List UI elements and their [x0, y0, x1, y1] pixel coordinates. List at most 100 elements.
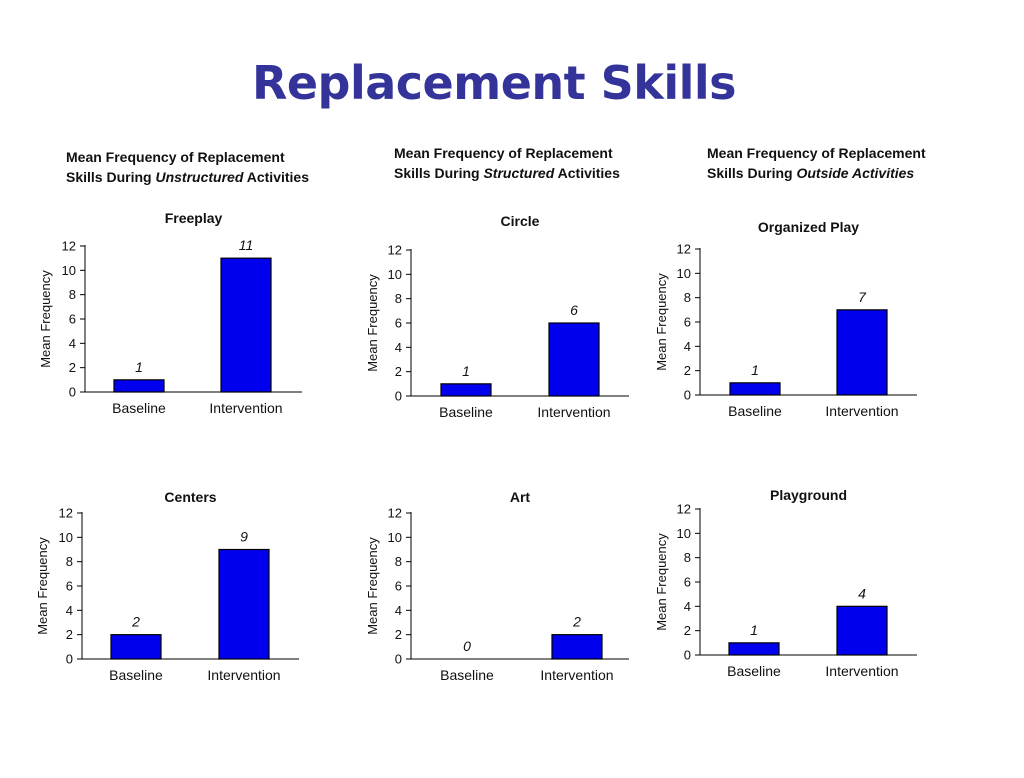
chart-freeplay: Freeplay 0 2 4 6 8 10 12 Mean Frequency 1 Baseline…	[38, 210, 302, 416]
y-tick-label: 12	[388, 506, 402, 521]
data-label-intervention: 7	[858, 289, 867, 305]
y-tick-label: 2	[66, 627, 73, 642]
y-tick-label: 8	[395, 554, 402, 569]
y-tick-label: 6	[66, 579, 73, 594]
y-tick-label: 10	[388, 530, 402, 545]
y-tick-label: 6	[684, 575, 691, 590]
bar-intervention	[548, 322, 600, 397]
category-label-baseline: Baseline	[440, 667, 494, 683]
y-tick-label: 0	[395, 652, 402, 667]
category-label-intervention: Intervention	[207, 667, 280, 683]
data-label-baseline: 0	[463, 638, 471, 654]
bar-intervention	[220, 257, 272, 393]
bar-baseline	[113, 379, 165, 393]
category-label-baseline: Baseline	[728, 403, 782, 419]
y-axis-label: Mean Frequency	[365, 274, 380, 372]
y-tick-label: 12	[62, 239, 76, 254]
y-tick-label: 8	[69, 287, 76, 302]
caption-line-2: Skills During Unstructured Activities	[66, 169, 309, 185]
y-axis-label: Mean Frequency	[365, 537, 380, 635]
category-label-baseline: Baseline	[727, 663, 781, 679]
caption-line-1: Mean Frequency of Replacement	[707, 145, 926, 161]
bar-intervention	[836, 605, 888, 656]
data-label-intervention: 2	[572, 614, 581, 630]
y-tick-label: 12	[677, 242, 691, 257]
y-tick-label: 6	[69, 312, 76, 327]
chart-centers: Centers 0 2 4 6 8 10 12 Mean Frequency 2 Baseline 9…	[35, 489, 299, 683]
y-axis-label: Mean Frequency	[654, 533, 669, 631]
caption-structured: Mean Frequency of Replacement Skills Dur…	[394, 143, 620, 183]
y-tick-label: 6	[395, 579, 402, 594]
y-tick-label: 8	[66, 554, 73, 569]
chart-title: Centers	[164, 489, 216, 505]
data-label-intervention: 4	[858, 585, 866, 601]
category-label-baseline: Baseline	[112, 400, 166, 416]
category-label-baseline: Baseline	[439, 404, 493, 420]
caption-unstructured: Mean Frequency of Replacement Skills Dur…	[66, 147, 309, 187]
y-tick-label: 10	[677, 266, 691, 281]
bar-intervention	[218, 548, 270, 660]
chart-title: Playground	[770, 487, 847, 503]
category-label-baseline: Baseline	[109, 667, 163, 683]
y-tick-label: 4	[684, 599, 691, 614]
y-tick-label: 10	[59, 530, 73, 545]
chart-title: Organized Play	[758, 219, 859, 235]
data-label-intervention: 9	[240, 529, 248, 545]
y-tick-label: 8	[395, 291, 402, 306]
bar-intervention	[836, 309, 888, 396]
y-tick-label: 10	[62, 263, 76, 278]
category-label-intervention: Intervention	[537, 404, 610, 420]
y-tick-label: 4	[684, 339, 691, 354]
y-tick-label: 12	[388, 243, 402, 258]
y-tick-label: 8	[684, 290, 691, 305]
y-tick-label: 2	[684, 623, 691, 638]
data-label-intervention: 6	[570, 302, 578, 318]
bar-baseline	[440, 383, 492, 397]
bar-baseline	[110, 634, 162, 660]
y-tick-label: 2	[395, 364, 402, 379]
y-tick-label: 0	[684, 388, 691, 403]
y-tick-label: 0	[66, 652, 73, 667]
category-label-intervention: Intervention	[825, 663, 898, 679]
y-tick-label: 6	[395, 316, 402, 331]
y-tick-label: 4	[395, 603, 402, 618]
y-tick-label: 4	[69, 336, 76, 351]
data-label-baseline: 2	[131, 614, 140, 630]
y-tick-label: 4	[395, 340, 402, 355]
y-axis-label: Mean Frequency	[35, 537, 50, 635]
y-tick-label: 0	[395, 389, 402, 404]
category-label-intervention: Intervention	[209, 400, 282, 416]
data-label-baseline: 1	[750, 622, 758, 638]
y-tick-label: 4	[66, 603, 73, 618]
chart-organized-play: Organized Play 0 2 4 6 8 10 12 Mean Frequency 1 Ba…	[654, 219, 917, 419]
caption-line-2: Skills During Structured Activities	[394, 165, 620, 181]
caption-line-1: Mean Frequency of Replacement	[66, 149, 285, 165]
chart-circle: Circle 0 2 4 6 8 10 12 Mean Frequency 1 Baseline 6 I…	[365, 213, 629, 420]
data-label-intervention: 11	[239, 237, 254, 253]
y-tick-label: 8	[684, 550, 691, 565]
y-tick-label: 0	[684, 648, 691, 663]
caption-line-2: Skills During Outside Activities	[707, 165, 915, 181]
slide-title: Replacement Skills	[251, 56, 737, 110]
y-tick-label: 12	[59, 506, 73, 521]
chart-title: Circle	[501, 213, 540, 229]
caption-line-1: Mean Frequency of Replacement	[394, 145, 613, 161]
chart-playground: Playground 0 2 4 6 8 10 12 Mean Frequency 1 Baseli…	[654, 487, 917, 679]
data-label-baseline: 1	[462, 363, 470, 379]
chart-title: Freeplay	[165, 210, 223, 226]
y-axis-label: Mean Frequency	[38, 270, 53, 368]
data-label-baseline: 1	[135, 359, 143, 375]
category-label-intervention: Intervention	[540, 667, 613, 683]
y-tick-label: 2	[684, 363, 691, 378]
caption-outside: Mean Frequency of Replacement Skills Dur…	[707, 143, 926, 183]
bar-baseline	[728, 642, 780, 656]
y-tick-label: 2	[69, 360, 76, 375]
y-tick-label: 0	[69, 385, 76, 400]
chart-title: Art	[510, 489, 531, 505]
y-tick-label: 2	[395, 627, 402, 642]
chart-art: Art 0 2 4 6 8 10 12 Mean Frequency 0 Baseline 2 Inte…	[365, 489, 629, 683]
bar-intervention	[551, 634, 603, 660]
y-tick-label: 10	[677, 526, 691, 541]
y-tick-label: 10	[388, 267, 402, 282]
